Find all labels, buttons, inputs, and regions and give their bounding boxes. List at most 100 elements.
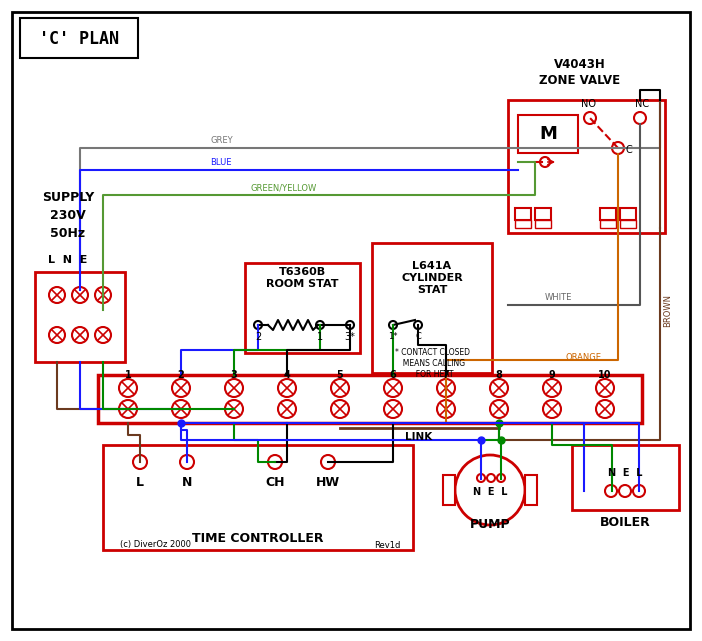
Circle shape (119, 400, 137, 418)
FancyBboxPatch shape (620, 208, 636, 220)
Circle shape (254, 321, 262, 329)
Text: NC: NC (635, 99, 649, 109)
Text: C: C (415, 332, 421, 341)
Text: 2: 2 (178, 370, 185, 380)
Text: Rev1d: Rev1d (373, 540, 400, 549)
Circle shape (389, 321, 397, 329)
FancyBboxPatch shape (572, 445, 679, 510)
Text: SUPPLY
230V
50Hz: SUPPLY 230V 50Hz (42, 190, 94, 240)
Text: C: C (626, 145, 633, 155)
Text: M: M (539, 125, 557, 143)
FancyBboxPatch shape (443, 475, 455, 505)
Circle shape (119, 379, 137, 397)
Circle shape (72, 327, 88, 343)
Circle shape (49, 287, 65, 303)
FancyBboxPatch shape (515, 208, 531, 220)
FancyBboxPatch shape (515, 220, 531, 228)
Circle shape (612, 142, 624, 154)
Circle shape (321, 455, 335, 469)
Text: ORANGE: ORANGE (565, 353, 601, 362)
Text: 3: 3 (231, 370, 237, 380)
Circle shape (180, 455, 194, 469)
Circle shape (278, 400, 296, 418)
Text: 2: 2 (255, 332, 261, 342)
Circle shape (316, 321, 324, 329)
FancyBboxPatch shape (508, 100, 665, 233)
Text: L: L (136, 476, 144, 489)
Circle shape (278, 379, 296, 397)
Text: TIME CONTROLLER: TIME CONTROLLER (192, 531, 324, 544)
Text: 'C' PLAN: 'C' PLAN (39, 30, 119, 48)
Text: N  E  L: N E L (608, 468, 642, 478)
Circle shape (346, 321, 354, 329)
FancyBboxPatch shape (600, 208, 616, 220)
Circle shape (540, 157, 550, 167)
Text: 7: 7 (443, 370, 449, 380)
Circle shape (634, 112, 646, 124)
Text: GREEN/YELLOW: GREEN/YELLOW (250, 183, 316, 192)
Circle shape (437, 379, 455, 397)
Text: L  N  E: L N E (48, 255, 88, 265)
Text: 5: 5 (337, 370, 343, 380)
Text: LINK: LINK (405, 432, 432, 442)
Circle shape (490, 400, 508, 418)
Circle shape (95, 327, 111, 343)
Circle shape (477, 474, 485, 482)
FancyBboxPatch shape (35, 272, 125, 362)
Circle shape (268, 455, 282, 469)
Text: 6: 6 (390, 370, 397, 380)
Text: 9: 9 (549, 370, 555, 380)
FancyBboxPatch shape (535, 208, 551, 220)
Text: WHITE: WHITE (545, 293, 572, 302)
Text: 4: 4 (284, 370, 291, 380)
FancyBboxPatch shape (245, 263, 360, 353)
Text: NO: NO (581, 99, 595, 109)
Circle shape (487, 474, 495, 482)
Circle shape (172, 379, 190, 397)
FancyBboxPatch shape (600, 220, 616, 228)
Circle shape (331, 400, 349, 418)
Text: 1: 1 (317, 332, 323, 342)
Circle shape (619, 485, 631, 497)
Circle shape (605, 485, 617, 497)
Text: 10: 10 (598, 370, 611, 380)
Text: (c) DiverOz 2000: (c) DiverOz 2000 (120, 540, 191, 549)
FancyBboxPatch shape (525, 475, 537, 505)
Text: V4043H
ZONE VALVE: V4043H ZONE VALVE (539, 58, 621, 87)
FancyBboxPatch shape (12, 12, 690, 629)
Circle shape (414, 321, 422, 329)
Circle shape (95, 287, 111, 303)
Circle shape (437, 400, 455, 418)
Text: 1*: 1* (388, 332, 398, 341)
FancyBboxPatch shape (518, 115, 578, 153)
Text: L641A
CYLINDER
STAT: L641A CYLINDER STAT (401, 261, 463, 296)
Text: PUMP: PUMP (470, 518, 510, 531)
Circle shape (596, 379, 614, 397)
Circle shape (490, 379, 508, 397)
Text: BOILER: BOILER (600, 515, 650, 528)
Circle shape (543, 379, 561, 397)
Circle shape (49, 327, 65, 343)
Circle shape (172, 400, 190, 418)
Text: * CONTACT CLOSED
  MEANS CALLING
  FOR HEAT: * CONTACT CLOSED MEANS CALLING FOR HEAT (395, 348, 470, 379)
Circle shape (225, 400, 243, 418)
Circle shape (384, 379, 402, 397)
Text: 1: 1 (125, 370, 131, 380)
Circle shape (633, 485, 645, 497)
Circle shape (596, 400, 614, 418)
Circle shape (225, 379, 243, 397)
Text: 8: 8 (496, 370, 503, 380)
Text: N  E  L: N E L (472, 487, 508, 497)
Circle shape (543, 400, 561, 418)
Circle shape (72, 287, 88, 303)
Text: BLUE: BLUE (210, 158, 232, 167)
FancyBboxPatch shape (620, 220, 636, 228)
Text: BROWN: BROWN (663, 294, 672, 326)
FancyBboxPatch shape (20, 18, 138, 58)
FancyBboxPatch shape (103, 445, 413, 550)
Text: N: N (182, 476, 192, 489)
Text: CH: CH (265, 476, 285, 489)
Circle shape (584, 112, 596, 124)
Text: HW: HW (316, 476, 340, 489)
Ellipse shape (455, 455, 525, 525)
